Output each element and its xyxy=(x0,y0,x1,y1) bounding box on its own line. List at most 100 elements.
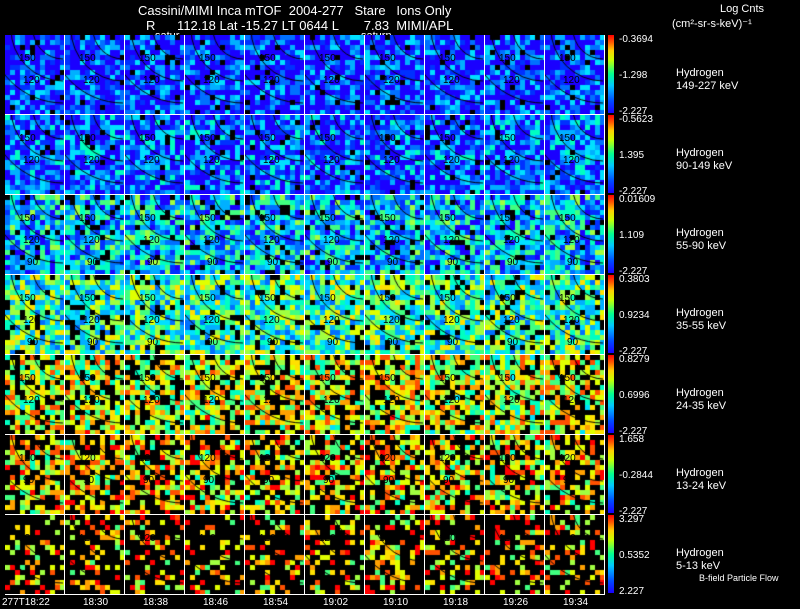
colorbar xyxy=(608,35,614,113)
contour-label: 150 xyxy=(379,133,396,144)
contour-label: 150 xyxy=(79,373,96,384)
contour-label: 150 xyxy=(19,373,36,384)
image-cell: 150 120 90 xyxy=(305,275,365,355)
panel-row: 120 90 120 90 120 90 120 90 120 90 120 90 120 90 120 90… xyxy=(5,435,606,515)
image-grid: 150 120 150 120 150 120 150 120 150 120 150 120 150 1… xyxy=(5,35,606,595)
contour-label: 90 xyxy=(263,475,275,486)
contour-label: 150 xyxy=(19,213,36,224)
image-cell: 150 120 xyxy=(245,35,305,115)
contour-label: 120 xyxy=(263,315,280,326)
contour-label: 120 xyxy=(323,155,340,166)
contour-label: 150 xyxy=(139,133,156,144)
contour-label: 150 xyxy=(259,373,276,384)
contour-label: 90 xyxy=(563,475,575,486)
image-cell: 120 90 xyxy=(65,435,125,515)
image-cell: 120 xyxy=(365,515,425,595)
colorbar-mid: -0.2844 xyxy=(619,470,653,481)
image-cell: 150 120 xyxy=(65,355,125,435)
contour-label: 90 xyxy=(567,257,579,268)
colorbar-title: Log Cnts xyxy=(719,3,765,15)
colorbar-max: 3.297 xyxy=(619,514,645,525)
contour-label: 120 xyxy=(143,315,160,326)
contour-label: 120 xyxy=(563,315,580,326)
contour-label: 120 xyxy=(503,155,520,166)
image-cell: 120 90 xyxy=(485,435,545,515)
contour-label: 90 xyxy=(267,257,279,268)
image-cell: 150 120 90 xyxy=(185,275,245,355)
image-cell: 120 xyxy=(5,515,65,595)
contour-label: 90 xyxy=(143,475,155,486)
image-cell: 150 120 xyxy=(65,35,125,115)
image-cell: 150 120 90 xyxy=(485,275,545,355)
contour-label: 90 xyxy=(87,257,99,268)
contour-label: 90 xyxy=(447,337,459,348)
colorbar-min: -2.227 xyxy=(619,346,648,357)
image-cell: 150 120 xyxy=(125,35,185,115)
image-cell: 150 120 90 xyxy=(365,275,425,355)
image-cell: 120 xyxy=(185,515,245,595)
colorbar-max: -0.5623 xyxy=(619,114,653,125)
image-cell: 150 120 90 xyxy=(485,195,545,275)
contour-label: 120 xyxy=(443,155,460,166)
contour-label: 90 xyxy=(383,475,395,486)
image-cell: 150 120 xyxy=(425,355,485,435)
image-cell: 120 xyxy=(305,515,365,595)
contour-label: 150 xyxy=(499,373,516,384)
time-tick: 277T18:22 xyxy=(2,597,50,608)
contour-label: 90 xyxy=(27,257,39,268)
species-label: Hydrogen xyxy=(676,227,724,239)
colorbar-min: -2.227 xyxy=(619,426,648,437)
contour-label: 120 xyxy=(263,235,280,246)
image-cell: 150 120 xyxy=(545,115,605,195)
contour-label: 120 xyxy=(383,395,400,406)
image-cell: 150 120 90 xyxy=(185,195,245,275)
energy-range-label: 90-149 keV xyxy=(676,160,733,172)
panel-row: 120 120 120 120 120 120 120 120 120 120 xyxy=(5,515,606,595)
image-cell: 150 120 90 xyxy=(305,195,365,275)
time-tick: 18:46 xyxy=(203,597,229,608)
contour-label: 150 xyxy=(79,53,96,64)
contour-label: 90 xyxy=(387,337,399,348)
contour-label: 120 xyxy=(559,453,576,464)
image-cell: 150 120 xyxy=(125,115,185,195)
contour-label: 150 xyxy=(199,293,216,304)
image-cell: 120 xyxy=(125,515,185,595)
contour-label: 120 xyxy=(383,155,400,166)
contour-label: 120 xyxy=(139,533,156,544)
image-cell: 150 120 xyxy=(245,355,305,435)
time-tick: 19:26 xyxy=(503,597,529,608)
image-cell: 150 120 90 xyxy=(365,195,425,275)
colorbar-mid: 0.5352 xyxy=(619,550,650,561)
contour-label: 120 xyxy=(143,75,160,86)
contour-label: 120 xyxy=(143,155,160,166)
image-cell: 150 120 90 xyxy=(545,195,605,275)
colorbar-min: -2.227 xyxy=(619,186,648,197)
contour-label: 90 xyxy=(23,475,35,486)
image-cell: 150 120 90 xyxy=(125,275,185,355)
colorbar-mid: 0.9234 xyxy=(619,310,650,321)
contour-label: 120 xyxy=(319,533,336,544)
contour-label: 150 xyxy=(439,133,456,144)
colorbar-max: -0.3694 xyxy=(619,34,653,45)
time-tick: 18:30 xyxy=(83,597,109,608)
colorbar-min: -2.227 xyxy=(619,106,648,117)
image-cell: 120 90 xyxy=(125,435,185,515)
image-cell: 150 120 xyxy=(245,115,305,195)
panel-row: 150 120 150 120 150 120 150 120 150 120 150 120 150 1… xyxy=(5,35,606,115)
contour-label: 120 xyxy=(203,395,220,406)
contour-label: 150 xyxy=(19,133,36,144)
image-cell: 120 xyxy=(485,515,545,595)
contour-label: 150 xyxy=(79,133,96,144)
image-cell: 120 xyxy=(245,515,305,595)
contour-label: 120 xyxy=(199,453,216,464)
contour-label: 120 xyxy=(83,75,100,86)
contour-label: 120 xyxy=(203,235,220,246)
image-cell: 150 120 xyxy=(5,35,65,115)
contour-label: 120 xyxy=(379,453,396,464)
contour-label: 120 xyxy=(203,155,220,166)
contour-label: 120 xyxy=(259,533,276,544)
contour-label: 150 xyxy=(259,213,276,224)
contour-label: 90 xyxy=(87,337,99,348)
contour-label: 90 xyxy=(83,475,95,486)
contour-label: 150 xyxy=(199,213,216,224)
